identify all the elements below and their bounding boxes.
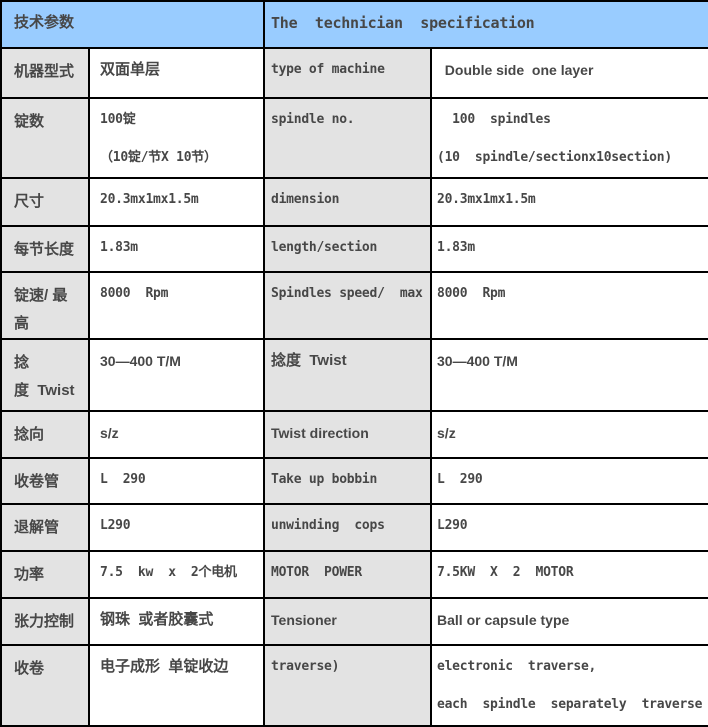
cell-label-en: type of machine (263, 47, 433, 99)
cell-value-en: 100 spindles (10 spindle/sectionx10secti… (430, 97, 708, 179)
cell-value-en: s/z (430, 410, 708, 459)
cell-value-zh: 电子成形 单锭收边 (87, 644, 266, 727)
cell-label-en: traverse) (263, 644, 433, 727)
cell-value-en: 30—400 T/M (430, 338, 708, 412)
cell-value-zh: 20.3mx1mx1.5m (87, 177, 266, 227)
cell-label-en: Spindles speed/ max (263, 271, 433, 340)
cell-label-en: length/section (263, 225, 433, 273)
table-title-en: The technician specification (263, 0, 708, 49)
cell-value-en: L 290 (430, 457, 708, 505)
cell-label-zh: 收卷管 (0, 457, 90, 505)
table-row: 机器型式 双面单层 type of machine Double side on… (0, 47, 708, 99)
cell-value-zh: 1.83m (87, 225, 266, 273)
cell-value-zh: L290 (87, 503, 266, 552)
cell-label-zh: 退解管 (0, 503, 90, 552)
cell-label-zh: 每节长度 (0, 225, 90, 273)
cell-label-en: Twist direction (263, 410, 433, 459)
cell-label-en: dimension (263, 177, 433, 227)
cell-value-en: Ball or capsule type (430, 597, 708, 646)
cell-label-zh: 机器型式 (0, 47, 90, 99)
cell-label-zh: 捻向 (0, 410, 90, 459)
cell-label-en: 捻度 Twist (263, 338, 433, 412)
table-row: 捻向 s/z Twist direction s/z (0, 410, 708, 459)
cell-value-zh: 100锭 （10锭/节X 10节） (87, 97, 266, 179)
cell-label-zh: 锭速/ 最 高 (0, 271, 90, 340)
cell-value-zh: s/z (87, 410, 266, 459)
cell-label-zh: 尺寸 (0, 177, 90, 227)
table-row: 锭数 100锭 （10锭/节X 10节） spindle no. 100 spi… (0, 97, 708, 179)
cell-value-zh: L 290 (87, 457, 266, 505)
cell-value-en: electronic traverse, each spindle separa… (430, 644, 708, 727)
table-row: 每节长度 1.83m length/section 1.83m (0, 225, 708, 273)
cell-value-zh: 双面单层 (87, 47, 266, 99)
cell-value-zh: 7.5 kw x 2个电机 (87, 550, 266, 599)
cell-value-zh: 8000 Rpm (87, 271, 266, 340)
table-row: 张力控制 钢珠 或者胶囊式 Tensioner Ball or capsule … (0, 597, 708, 646)
cell-value-zh: 30—400 T/M (87, 338, 266, 412)
table-row: 锭速/ 最 高 8000 Rpm Spindles speed/ max 800… (0, 271, 708, 340)
cell-value-en: Double side one layer (430, 47, 708, 99)
cell-label-zh: 功率 (0, 550, 90, 599)
cell-label-en: unwinding cops (263, 503, 433, 552)
table-title-zh: 技术参数 (0, 0, 266, 49)
cell-value-en: 8000 Rpm (430, 271, 708, 340)
cell-label-en: Take up bobbin (263, 457, 433, 505)
cell-value-en: 7.5KW X 2 MOTOR (430, 550, 708, 599)
cell-label-zh: 锭数 (0, 97, 90, 179)
table-row: 收卷管 L 290 Take up bobbin L 290 (0, 457, 708, 505)
table-row: 收卷 电子成形 单锭收边 traverse) electronic traver… (0, 644, 708, 727)
table-row: 尺寸 20.3mx1mx1.5m dimension 20.3mx1mx1.5m (0, 177, 708, 227)
cell-label-en: MOTOR POWER (263, 550, 433, 599)
cell-value-en: 1.83m (430, 225, 708, 273)
cell-value-en: L290 (430, 503, 708, 552)
cell-label-en: spindle no. (263, 97, 433, 179)
cell-value-en: 20.3mx1mx1.5m (430, 177, 708, 227)
table-row: 退解管 L290 unwinding cops L290 (0, 503, 708, 552)
table-row: 功率 7.5 kw x 2个电机 MOTOR POWER 7.5KW X 2 M… (0, 550, 708, 599)
cell-label-zh: 收卷 (0, 644, 90, 727)
table-header-row: 技术参数 The technician specification (0, 0, 708, 49)
cell-label-en: Tensioner (263, 597, 433, 646)
cell-label-zh: 捻 度 Twist (0, 338, 90, 412)
cell-label-zh: 张力控制 (0, 597, 90, 646)
table-row: 捻 度 Twist 30—400 T/M 捻度 Twist 30—400 T/M (0, 338, 708, 412)
cell-value-zh: 钢珠 或者胶囊式 (87, 597, 266, 646)
